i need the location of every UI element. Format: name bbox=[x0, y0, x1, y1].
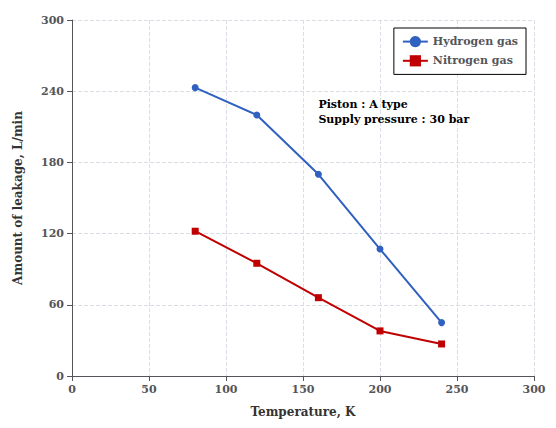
svg-text:0: 0 bbox=[56, 370, 64, 383]
svg-text:180: 180 bbox=[41, 156, 64, 169]
svg-text:50: 50 bbox=[141, 383, 157, 396]
svg-text:Piston : A type: Piston : A type bbox=[318, 98, 407, 111]
svg-text:Supply pressure : 30 bar: Supply pressure : 30 bar bbox=[318, 113, 469, 126]
svg-text:300: 300 bbox=[41, 14, 64, 27]
svg-text:Temperature, K: Temperature, K bbox=[250, 405, 356, 419]
svg-text:Amount of leakage, L/min: Amount of leakage, L/min bbox=[11, 111, 25, 286]
svg-text:Hydrogen gas: Hydrogen gas bbox=[433, 35, 518, 48]
svg-text:120: 120 bbox=[41, 227, 64, 240]
svg-text:300: 300 bbox=[523, 383, 546, 396]
svg-text:200: 200 bbox=[369, 383, 392, 396]
svg-text:250: 250 bbox=[446, 383, 469, 396]
svg-text:Nitrogen gas: Nitrogen gas bbox=[433, 54, 513, 67]
svg-text:60: 60 bbox=[49, 298, 65, 311]
svg-text:0: 0 bbox=[68, 383, 76, 396]
svg-text:240: 240 bbox=[41, 85, 64, 98]
svg-text:150: 150 bbox=[292, 383, 315, 396]
svg-text:100: 100 bbox=[215, 383, 238, 396]
